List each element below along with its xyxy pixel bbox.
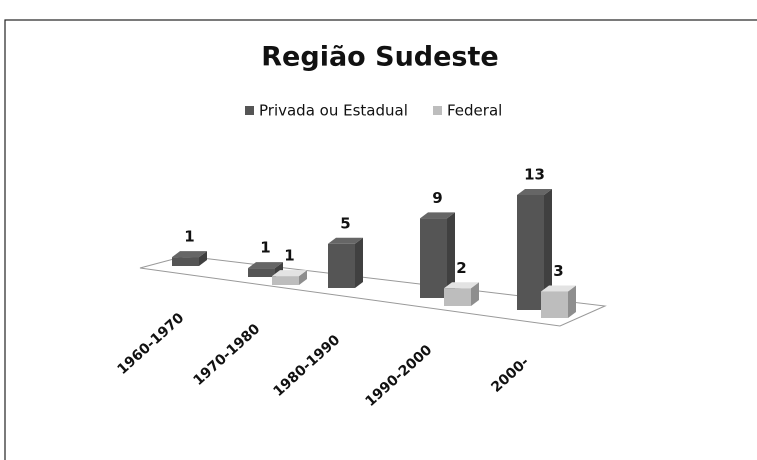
bar (541, 285, 576, 318)
bar-top (541, 285, 576, 292)
bar-top (248, 262, 283, 269)
bar-top (172, 251, 207, 258)
bar-side (447, 212, 455, 298)
bar-front (420, 218, 447, 298)
bar-front (248, 268, 275, 277)
bar (172, 251, 207, 266)
bar-top (444, 282, 479, 289)
legend-swatch (245, 106, 254, 115)
bar (328, 237, 363, 288)
data-label: 3 (553, 262, 563, 280)
data-label: 1 (284, 247, 294, 265)
bar-front (328, 243, 355, 288)
data-label: 1 (260, 239, 270, 257)
legend-label: Federal (447, 102, 502, 120)
bar-front (172, 257, 199, 266)
legend-swatch (433, 106, 442, 115)
bar-top (420, 212, 455, 219)
bar-side (355, 237, 363, 288)
chart-title: Região Sudeste (261, 42, 498, 73)
data-label: 5 (340, 214, 350, 232)
data-label: 13 (524, 166, 545, 184)
bar-top (272, 270, 307, 277)
bar (272, 270, 307, 285)
bar (444, 282, 479, 306)
legend-label: Privada ou Estadual (259, 102, 408, 120)
data-label: 2 (456, 259, 466, 277)
bar-top (517, 189, 552, 195)
bar-front (272, 276, 299, 285)
bar (420, 212, 455, 298)
bar (517, 189, 552, 310)
bar-front (444, 288, 471, 306)
data-label: 9 (432, 189, 442, 207)
frame (4, 19, 757, 460)
bar-side (471, 282, 479, 306)
bar-top (328, 237, 363, 244)
bar-side (544, 189, 552, 310)
bar-front (541, 291, 568, 318)
bar-side (299, 270, 307, 285)
data-label: 1 (184, 228, 194, 246)
bar-front (517, 195, 544, 310)
bar-side (199, 251, 207, 266)
bar-side (568, 285, 576, 318)
